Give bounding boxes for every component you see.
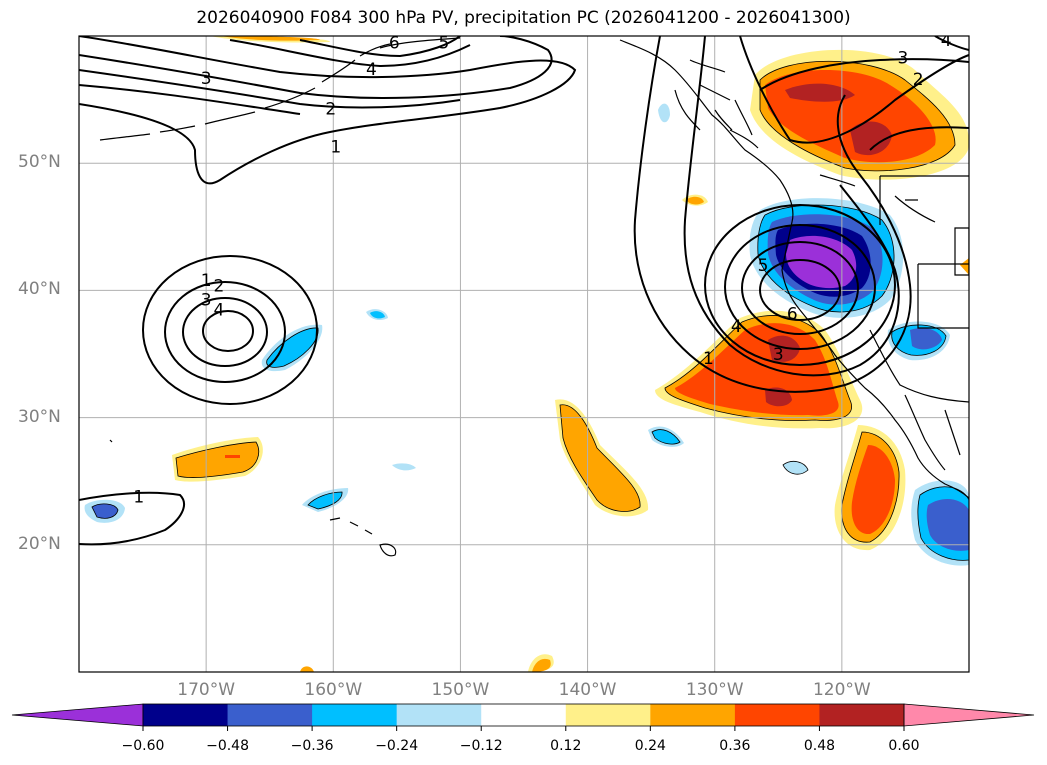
pv-contour-trough-1 [633, 36, 912, 393]
contour-label-10: 5 [438, 33, 449, 53]
lon-label-0: 170°W [177, 680, 236, 700]
lon-label-5: 120°W [812, 680, 871, 700]
map-title: 2026040900 F084 300 hPa PV, precipitatio… [196, 8, 851, 28]
colorbar-arrow-left [11, 703, 144, 727]
contour-label-15: 4 [731, 317, 742, 337]
lat-label-3: 20°N [18, 533, 61, 554]
contour-label-14: 1 [703, 349, 714, 369]
hawaii-islands [329, 517, 397, 557]
pv-contour-low-4 [202, 310, 254, 352]
colorbar-bin-4 [481, 704, 567, 726]
coastlines [99, 37, 969, 557]
contour-label-12: 2 [913, 70, 924, 90]
pv-contours [79, 36, 969, 546]
colorbar-bin-6 [650, 704, 736, 726]
colorbar-bin-5 [565, 704, 651, 726]
contour-label-16: 5 [758, 256, 769, 276]
colorbar-bin-1 [227, 704, 313, 726]
lat-label-0: 50°N [18, 152, 61, 173]
lat-label-1: 40°N [18, 279, 61, 300]
lon-label-3: 140°W [558, 680, 617, 700]
lon-label-2: 150°W [431, 680, 490, 700]
pv-contour-north-2 [79, 36, 553, 100]
colorbar-tick-label-8: 0.48 [803, 738, 836, 754]
contour-label-4: 1 [133, 487, 144, 507]
contour-label-11: 3 [897, 49, 908, 69]
pv-contour-westedge [79, 491, 185, 546]
colorbar-tick-label-5: 0.12 [550, 738, 582, 754]
colorbar-bin-8 [819, 704, 905, 726]
contour-label-2: 3 [201, 290, 212, 310]
colorbar-bin-3 [396, 704, 482, 726]
colorbar-tick-label-3: −0.24 [375, 738, 419, 754]
contour-label-6: 1 [330, 138, 341, 158]
colorbar [11, 703, 1035, 731]
colorbar-tick-label-7: 0.36 [719, 738, 751, 754]
pv-contour-north-3 [79, 69, 461, 109]
pv-contour-trough-3 [704, 204, 896, 366]
colorbar-bin-0 [143, 704, 229, 726]
pv-contour-low-1 [142, 255, 318, 405]
colorbar-tick-label-4: −0.12 [459, 738, 503, 754]
colorbar-tick-label-2: −0.36 [290, 738, 334, 754]
colorbar-tick-label-6: 0.24 [634, 738, 666, 754]
colorbar-bin-2 [312, 704, 398, 726]
contour-label-1: 2 [213, 276, 224, 296]
colorbar-arrow-right [903, 703, 1035, 727]
pv-contour-trough-4 [724, 224, 876, 350]
pv-contour-north-1 [79, 36, 577, 185]
contour-label-13: 4 [941, 31, 952, 51]
colorbar-tick-label-0: −0.60 [121, 738, 165, 754]
pv-contour-low-3 [182, 297, 268, 367]
contour-label-18: 3 [773, 345, 784, 365]
contour-label-7: 2 [325, 100, 336, 120]
graticule [79, 36, 969, 672]
colorbar-tick-label-9: 0.60 [888, 738, 920, 754]
precip-negative-fills [84, 103, 969, 566]
pv-contour-trough-2 [683, 36, 900, 377]
north-america-coast [619, 39, 969, 499]
pv-contour-trough-5 [741, 241, 859, 335]
contour-label-0: 1 [201, 271, 212, 291]
lon-label-1: 160°W [304, 680, 363, 700]
aleutian-islands [99, 43, 391, 141]
contour-label-3: 4 [213, 300, 224, 320]
map-frame [78, 35, 970, 673]
contour-label-9: 6 [389, 33, 400, 53]
contour-label-5: 3 [201, 69, 212, 89]
colorbar-frame [142, 703, 905, 727]
pv-contour-north-4 [79, 84, 301, 115]
contour-label-17: 6 [787, 304, 798, 324]
pv-contour-low-2 [164, 281, 286, 383]
lat-label-2: 30°N [18, 406, 61, 427]
contour-label-8: 4 [366, 60, 377, 80]
colorbar-tick-label-1: −0.48 [206, 738, 249, 754]
precip-outlines [91, 60, 969, 561]
colorbar-bin-7 [734, 704, 820, 726]
pv-contour-trough-6 [759, 259, 841, 321]
lon-label-4: 130°W [685, 680, 744, 700]
